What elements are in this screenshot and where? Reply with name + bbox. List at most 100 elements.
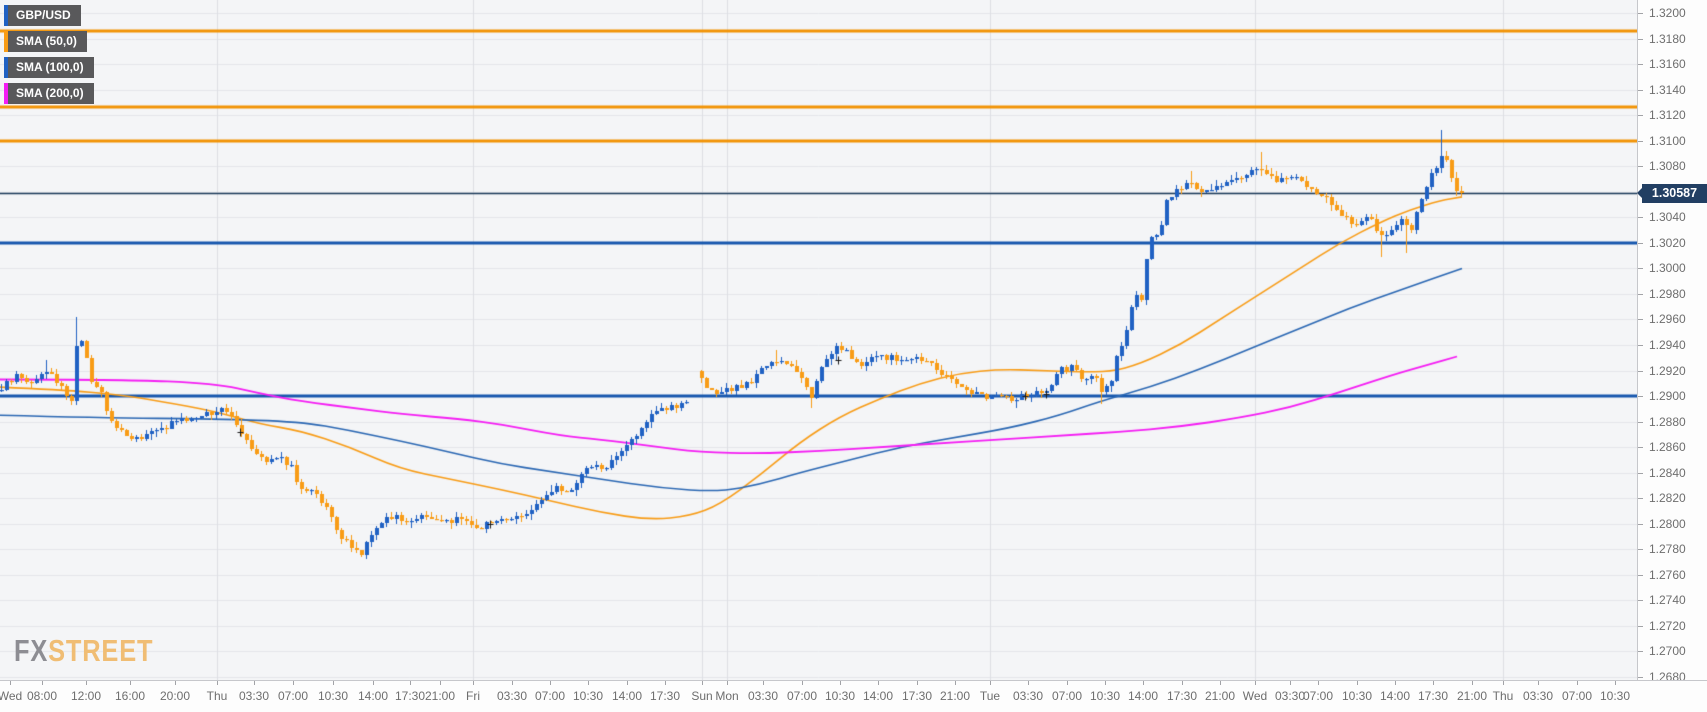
time-axis-tick <box>1028 681 1029 685</box>
time-axis-label: 03:30 <box>1522 689 1554 703</box>
time-axis-label: 17:30 <box>1166 689 1198 703</box>
watermark-street-text: STREET <box>48 633 154 668</box>
time-axis-label: 07:00 <box>277 689 309 703</box>
price-axis-label: 1.2740 <box>1649 593 1686 608</box>
price-axis-tick <box>1638 64 1643 65</box>
time-axis-label: 07:00 <box>1561 689 1593 703</box>
time-axis: Wed 08:00 12:00 16:00 20:00 Thu 03:30 07:00 10:3… <box>0 680 1707 712</box>
time-axis-label: 03:30 <box>496 689 528 703</box>
legend-badge-sma1: SMA (50,0) <box>4 31 87 52</box>
time-axis-label: 17:30 <box>1417 689 1449 703</box>
price-axis-label: 1.3040 <box>1649 210 1686 225</box>
time-axis-label: 17:30 <box>901 689 933 703</box>
price-axis-tick <box>1638 371 1643 372</box>
time-axis-label: 21:00 <box>424 689 456 703</box>
price-axis-label: 1.3200 <box>1649 6 1686 20</box>
price-axis-tick <box>1638 524 1643 525</box>
time-axis-label: 03:30 <box>1012 689 1044 703</box>
time-axis-label: 17:30 <box>394 689 426 703</box>
time-axis-tick <box>217 681 218 685</box>
time-axis-tick <box>1067 681 1068 685</box>
time-axis-label: 03:30 <box>1274 689 1306 703</box>
price-axis-label: 1.3100 <box>1649 133 1686 148</box>
time-axis-label: Wed <box>1242 689 1268 703</box>
price-axis-tick <box>1638 166 1643 167</box>
time-axis-label: 07:00 <box>534 689 566 703</box>
time-axis-tick <box>1105 681 1106 685</box>
time-axis-tick <box>702 681 703 685</box>
time-axis-tick <box>410 681 411 685</box>
time-axis-tick <box>254 681 255 685</box>
price-axis-tick <box>1638 626 1643 627</box>
time-axis-tick <box>1357 681 1358 685</box>
price-axis-label: 1.3140 <box>1649 82 1686 97</box>
time-axis-tick <box>802 681 803 685</box>
time-axis-label: 08:00 <box>26 689 58 703</box>
price-axis-tick <box>1638 39 1643 40</box>
time-axis-tick <box>550 681 551 685</box>
time-axis-label: 07:00 <box>1302 689 1334 703</box>
price-axis-tick <box>1638 422 1643 423</box>
price-axis-tick <box>1638 319 1643 320</box>
time-axis-label: 03:30 <box>747 689 779 703</box>
price-axis-tick <box>1638 115 1643 116</box>
time-axis-label: 12:00 <box>70 689 102 703</box>
price-axis-label: 1.2920 <box>1649 363 1686 378</box>
time-axis-tick <box>512 681 513 685</box>
price-axis-label: 1.2900 <box>1649 389 1686 404</box>
price-axis-label: 1.2980 <box>1649 286 1686 301</box>
legend-badge-symbol: GBP/USD <box>4 5 81 26</box>
time-axis-tick <box>293 681 294 685</box>
price-axis-label: 1.3120 <box>1649 108 1686 123</box>
time-axis-label: 20:00 <box>159 689 191 703</box>
time-axis-label: 10:30 <box>1089 689 1121 703</box>
time-axis-label: 07:00 <box>786 689 818 703</box>
time-axis-label: 14:00 <box>862 689 894 703</box>
price-axis-tick <box>1638 141 1643 142</box>
price-axis-label: 1.3080 <box>1649 159 1686 174</box>
price-axis-label: 1.2940 <box>1649 338 1686 352</box>
price-axis-tick <box>1638 345 1643 346</box>
price-axis-tick <box>1638 90 1643 91</box>
price-axis-label: 1.3000 <box>1649 261 1686 276</box>
price-axis-tick <box>1638 575 1643 576</box>
legend-badge-sma2: SMA (100,0) <box>4 57 94 78</box>
time-axis-label: Tue <box>979 689 1001 703</box>
price-axis-label: 1.2960 <box>1649 312 1686 327</box>
price-axis-tick <box>1638 217 1643 218</box>
time-axis-tick <box>727 681 728 685</box>
time-axis-tick <box>1577 681 1578 685</box>
time-axis-tick <box>588 681 589 685</box>
time-axis-tick <box>1538 681 1539 685</box>
time-axis-tick <box>1255 681 1256 685</box>
time-axis-label: 10:30 <box>317 689 349 703</box>
time-axis-tick <box>473 681 474 685</box>
time-axis-tick <box>1182 681 1183 685</box>
time-axis-tick <box>917 681 918 685</box>
time-axis-label: 21:00 <box>939 689 971 703</box>
time-axis-label: 07:00 <box>1051 689 1083 703</box>
time-axis-label: 16:00 <box>114 689 146 703</box>
price-chart-canvas[interactable] <box>0 0 1637 680</box>
time-axis-label: 03:30 <box>238 689 270 703</box>
time-axis-tick <box>1143 681 1144 685</box>
time-axis-label: 10:30 <box>824 689 856 703</box>
price-axis-tick <box>1638 13 1643 14</box>
time-axis-tick <box>440 681 441 685</box>
time-axis-tick <box>130 681 131 685</box>
time-axis-tick <box>1290 681 1291 685</box>
price-axis-tick <box>1638 268 1643 269</box>
time-axis-tick <box>1615 681 1616 685</box>
price-axis-label: 1.2760 <box>1649 567 1686 582</box>
price-axis-tick <box>1638 473 1643 474</box>
time-axis-label: Fri <box>466 689 480 703</box>
time-axis-label: 14:00 <box>611 689 643 703</box>
time-axis-label: 21:00 <box>1456 689 1488 703</box>
time-axis-label: Wed <box>0 689 23 703</box>
price-axis-label: 1.2800 <box>1649 516 1686 531</box>
time-axis-tick <box>955 681 956 685</box>
price-axis-label: 1.2840 <box>1649 465 1686 480</box>
watermark-fx-text: FX <box>14 633 49 668</box>
time-axis-label: Thu <box>1492 689 1514 703</box>
price-axis-label: 1.3020 <box>1649 235 1686 250</box>
